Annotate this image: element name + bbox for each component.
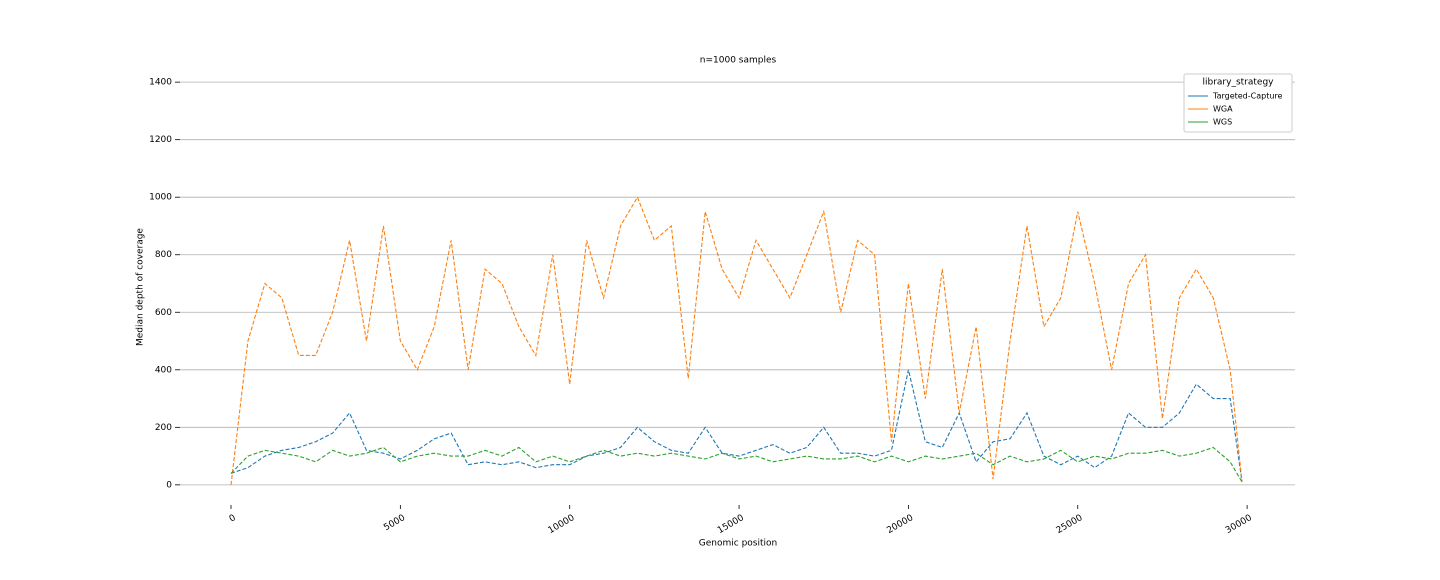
x-tick-label: 10000 [547,513,577,536]
x-axis-label: Genomic position [699,539,777,549]
legend-box [1183,73,1293,133]
x-tick-label: 0 [228,513,238,525]
legend: library_strategy Targeted-Capture WGA WGS [1183,73,1293,133]
y-tick-label: 1400 [149,78,172,88]
data-line [230,369,1243,483]
x-tick-label: 20000 [885,513,915,536]
chart-title: n=1000 samples [700,56,777,66]
y-tick-label: 0 [166,480,172,490]
x-tick-label: 15000 [716,513,746,536]
y-tick-label: 200 [155,423,172,433]
legend-label: WGA [1213,105,1233,114]
legend-label: Targeted-Capture [1212,92,1283,101]
x-tick-label: 30000 [1224,513,1254,536]
y-tick-label: 400 [155,365,172,375]
y-tick-label: 600 [155,308,172,318]
x-tick-label: 5000 [382,513,407,533]
y-tick-label: 800 [155,250,172,260]
legend-label: WGS [1213,118,1232,127]
y-tick-label: 1000 [149,193,172,203]
legend-title: library_strategy [1203,78,1275,88]
y-tick-label: 1200 [149,135,172,145]
x-tick-label: 25000 [1055,513,1085,536]
data-line [230,446,1243,483]
data-line [230,195,1243,485]
y-axis-label: Median depth of coverage [136,228,146,346]
